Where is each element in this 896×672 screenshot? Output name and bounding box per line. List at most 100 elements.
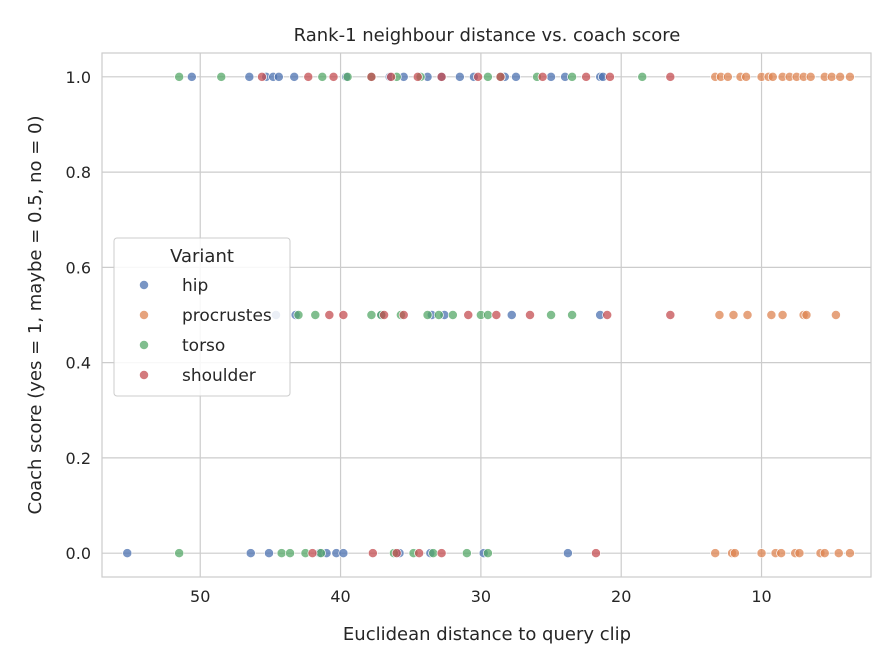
y-tick-label: 0.2 — [66, 449, 91, 468]
point-procrustes — [766, 310, 777, 320]
x-axis-label: Euclidean distance to query clip — [343, 624, 631, 645]
point-shoulder — [665, 71, 676, 82]
x-tick-label: 10 — [751, 587, 771, 606]
point-torso — [482, 71, 493, 82]
point-shoulder — [391, 548, 402, 559]
point-torso — [447, 310, 458, 320]
y-tick-label: 0.8 — [66, 163, 91, 182]
point-hip — [562, 548, 573, 559]
point-procrustes — [756, 548, 767, 559]
point-shoulder — [436, 71, 447, 82]
legend-label-hip: hip — [182, 276, 208, 296]
point-torso — [174, 548, 185, 559]
series-procrustes — [710, 71, 855, 559]
point-shoulder — [338, 310, 349, 320]
point-hip — [273, 71, 284, 82]
point-procrustes — [835, 71, 846, 82]
point-torso — [461, 548, 472, 559]
point-shoulder — [307, 548, 318, 559]
point-shoulder — [581, 71, 592, 82]
point-procrustes — [830, 310, 841, 320]
chart-title: Rank-1 neighbour distance vs. coach scor… — [294, 25, 681, 46]
y-tick-label: 0.6 — [66, 258, 91, 277]
point-torso — [317, 71, 328, 82]
point-torso — [482, 310, 493, 320]
point-hip — [244, 71, 255, 82]
point-torso — [310, 310, 321, 320]
legend-entries: hip procrustes torso shoulder — [139, 276, 272, 386]
point-torso — [342, 71, 353, 82]
point-torso — [567, 71, 578, 82]
point-hip — [245, 548, 256, 559]
x-tick-label: 20 — [611, 587, 631, 606]
point-procrustes — [767, 71, 778, 82]
point-torso — [216, 71, 227, 82]
point-torso — [315, 548, 326, 559]
point-shoulder — [328, 71, 339, 82]
point-torso — [422, 310, 433, 320]
point-torso — [567, 310, 578, 320]
y-axis-label: Coach score (yes = 1, maybe = 0.5, no = … — [25, 115, 46, 514]
point-torso — [285, 548, 295, 559]
point-procrustes — [805, 71, 816, 82]
point-hip — [454, 71, 465, 82]
point-shoulder — [495, 71, 506, 82]
legend-marker-hip — [139, 280, 149, 290]
point-procrustes — [826, 71, 837, 82]
point-procrustes — [845, 548, 855, 559]
point-procrustes — [741, 71, 752, 82]
x-tick-label: 40 — [330, 587, 350, 606]
point-torso — [546, 310, 557, 320]
point-hip — [511, 71, 521, 82]
point-procrustes — [819, 548, 830, 559]
point-torso — [482, 548, 493, 559]
legend-marker-procrustes — [139, 310, 149, 320]
point-shoulder — [257, 71, 267, 82]
y-tick-label: 0.0 — [66, 544, 91, 563]
point-hip — [186, 71, 197, 82]
point-shoulder — [398, 310, 409, 320]
point-shoulder — [324, 310, 335, 320]
x-tick-label: 50 — [190, 587, 210, 606]
point-hip — [506, 310, 517, 320]
point-procrustes — [710, 548, 721, 559]
legend-label-shoulder: shoulder — [182, 366, 256, 386]
point-shoulder — [525, 310, 535, 320]
point-shoulder — [436, 548, 447, 559]
point-shoulder — [303, 71, 314, 82]
data-points — [122, 71, 855, 559]
point-shoulder — [605, 71, 615, 82]
point-shoulder — [412, 71, 423, 82]
x-tick-labels: 50 40 30 20 10 — [190, 587, 772, 606]
point-shoulder — [591, 548, 601, 559]
point-procrustes — [728, 310, 739, 320]
point-hip — [546, 71, 557, 82]
point-hip — [289, 71, 300, 82]
point-procrustes — [794, 548, 805, 559]
point-shoulder — [367, 548, 378, 559]
point-shoulder — [366, 71, 377, 82]
point-procrustes — [729, 548, 740, 559]
point-procrustes — [845, 71, 855, 82]
legend: Variant hip procrustes torso shoulder — [113, 237, 291, 397]
point-hip — [264, 548, 274, 559]
point-torso — [276, 548, 287, 559]
point-procrustes — [777, 310, 788, 320]
legend-title: Variant — [170, 246, 234, 267]
legend-marker-torso — [139, 340, 149, 350]
point-torso — [433, 310, 444, 320]
point-hip — [338, 548, 349, 559]
point-shoulder — [602, 310, 613, 320]
point-shoulder — [491, 310, 502, 320]
legend-label-torso: torso — [182, 336, 225, 356]
point-torso — [637, 71, 648, 82]
point-shoulder — [386, 71, 397, 82]
point-torso — [366, 310, 377, 320]
legend-marker-shoulder — [139, 370, 149, 380]
point-shoulder — [463, 310, 474, 320]
point-shoulder — [665, 310, 676, 320]
point-procrustes — [722, 71, 733, 82]
point-procrustes — [742, 310, 753, 320]
point-hip — [122, 548, 133, 559]
point-procrustes — [776, 548, 787, 559]
